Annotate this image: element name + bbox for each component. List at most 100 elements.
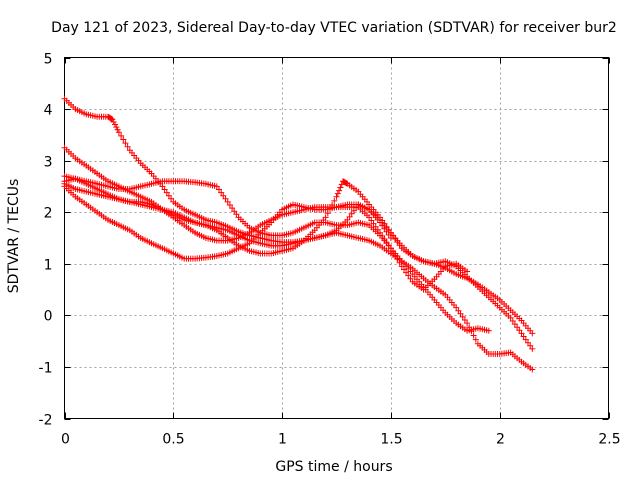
data-point [464,320,471,327]
data-point [385,231,392,238]
x-tick-label: 2 [496,432,505,448]
data-series [61,95,536,373]
data-point [485,327,492,334]
y-tick-label: 2 [44,206,53,222]
data-point [350,207,357,214]
series-track-6 [61,180,394,249]
data-point [334,190,341,197]
data-point [336,187,343,194]
data-point [472,336,479,343]
data-point [353,204,360,211]
y-tick-label: 5 [44,52,53,68]
data-point [529,330,536,337]
data-point [379,232,386,239]
data-point [229,205,236,212]
data-point [387,245,394,252]
data-point [525,339,531,346]
data-point [331,197,338,204]
data-point [509,318,516,324]
data-point [385,242,392,249]
chart-title: Day 121 of 2023, Sidereal Day-to-day VTE… [51,20,617,36]
data-point [464,268,471,275]
data-point [109,116,116,123]
data-point [398,263,405,270]
data-point [383,228,390,235]
data-point [337,184,344,191]
y-tick-label: 3 [44,155,53,171]
x-tick-label: 1.5 [380,432,402,448]
data-point [379,222,386,229]
data-point [124,143,131,150]
data-point [516,327,523,334]
data-point [461,317,468,323]
data-point [518,330,525,337]
data-point [366,214,373,221]
data-point [231,208,238,215]
x-axis-label: GPS time / hours [275,459,392,475]
data-point [522,336,529,343]
y-axis-label: SDTVAR / TECUs [6,179,22,294]
data-point [511,321,518,328]
data-point [368,217,375,224]
x-tick-label: 0 [61,432,70,448]
grid [64,57,609,419]
data-point [226,202,233,208]
data-point [218,189,225,196]
data-point [529,345,536,352]
data-point [529,366,536,373]
data-point [381,225,388,232]
data-point [520,333,527,340]
data-point [405,272,412,279]
series-track-5 [61,183,471,293]
y-tick-label: -2 [39,413,53,429]
data-point [457,310,464,317]
data-point [370,220,377,227]
x-tick-label: 0.5 [162,432,184,448]
x-tick-label: 1 [278,432,287,448]
data-point [377,229,383,236]
data-point [507,314,514,321]
series-track-3 [61,175,492,334]
x-tick-label: 2.5 [598,432,620,448]
y-tick-label: 4 [44,103,53,119]
data-point [220,192,227,199]
y-tick-label: 1 [44,258,53,274]
data-point [374,226,381,233]
data-point [392,252,399,259]
data-point [213,183,220,190]
data-point [112,121,118,128]
data-point [333,193,340,200]
y-tick-label: -1 [39,361,53,377]
data-point [383,239,390,246]
data-point [470,332,477,339]
data-point [115,129,122,136]
data-point [346,213,353,220]
series-track-4 [61,173,536,352]
data-point [459,313,466,320]
data-point [453,304,460,311]
data-point [118,132,125,139]
data-point [527,342,534,349]
data-point [222,195,229,202]
data-point [322,214,329,221]
data-point [394,256,401,263]
data-point [161,186,168,193]
data-point [163,189,170,196]
data-point [348,210,355,217]
data-point [113,124,120,131]
data-point [233,211,240,218]
data-point [381,236,388,242]
data-point [165,192,172,199]
axis-ticks: 0 0.5 1 1.5 2 2.5 -2 -1 0 1 2 3 4 5 [39,52,621,448]
plot-frame [64,57,609,419]
data-point [396,259,403,266]
data-point [514,324,521,331]
data-point [122,140,129,147]
data-point [407,275,414,282]
data-point [401,266,407,273]
data-point [390,248,397,255]
data-point [159,183,166,190]
data-point [387,235,394,241]
data-point [216,186,222,193]
